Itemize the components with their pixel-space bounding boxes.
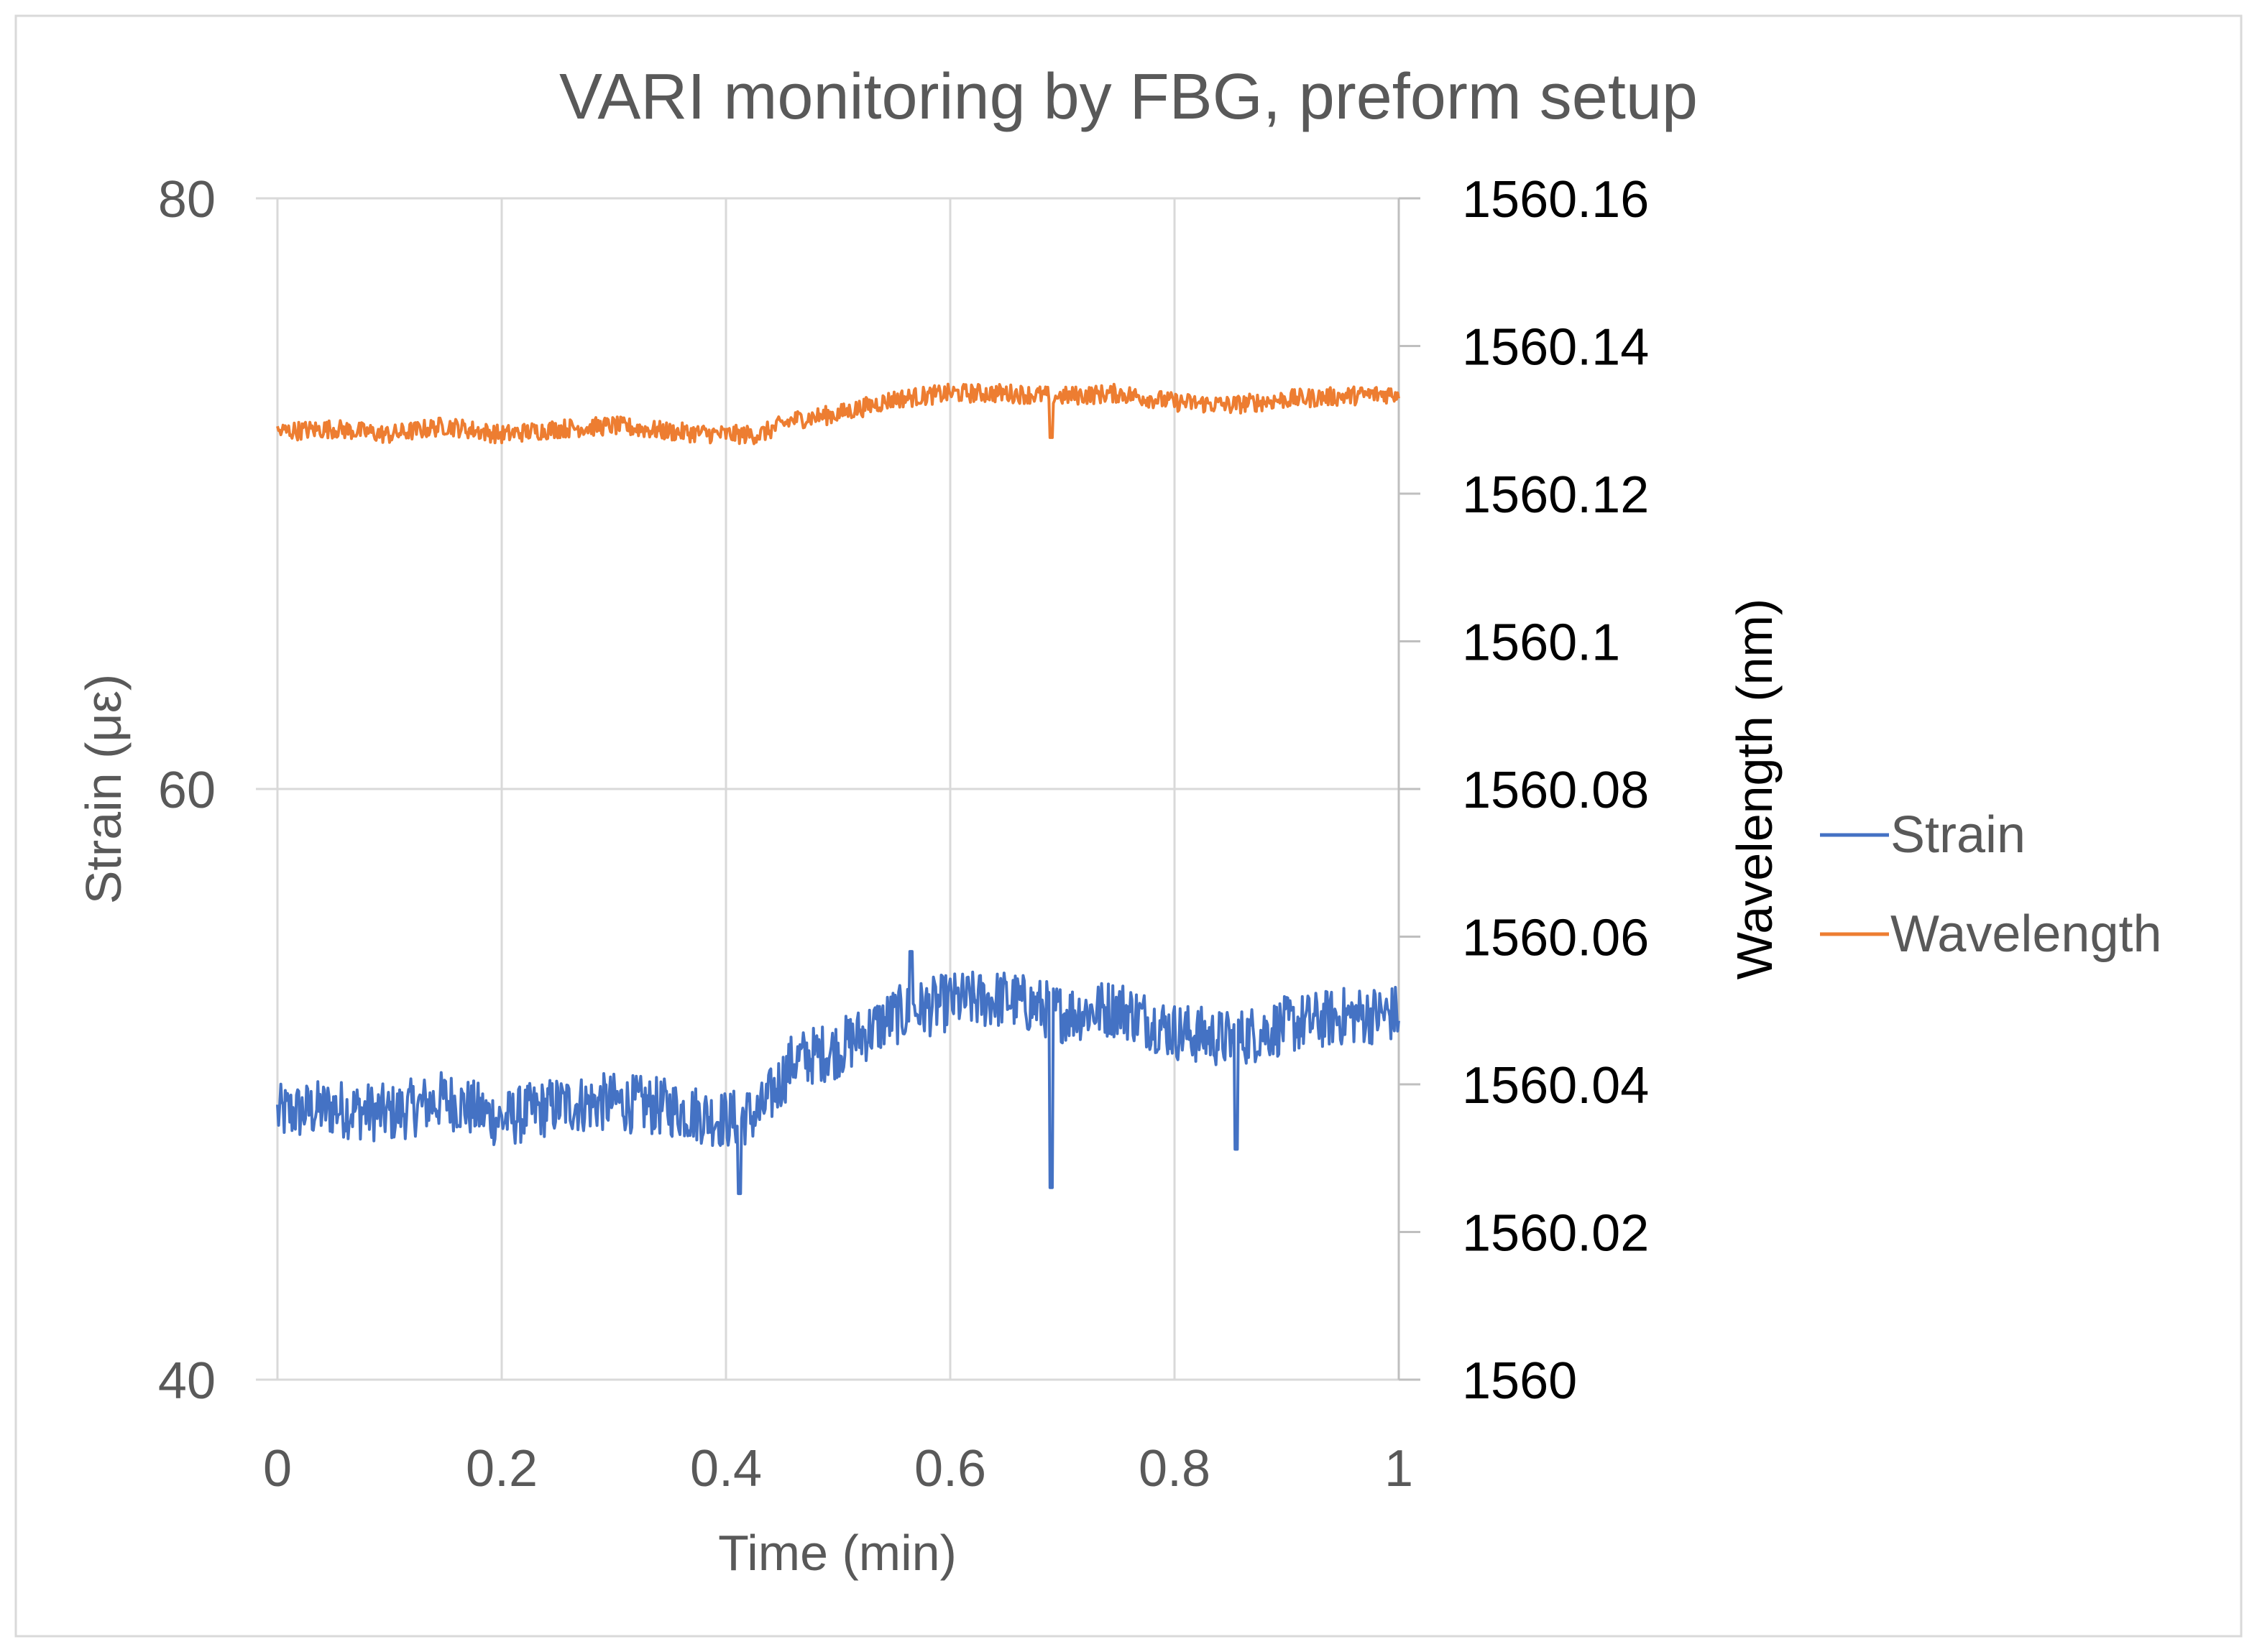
series-layer: [276, 382, 1400, 1196]
y-tick-label: 60: [158, 762, 216, 819]
x-tick-label: 1: [1384, 1440, 1413, 1498]
chart-title: VARI monitoring by FBG, preform setup: [559, 61, 1698, 133]
y2-tick-label: 1560.16: [1462, 171, 1649, 229]
legend: Strain Wavelength: [1820, 806, 2162, 963]
y2-tick-label: 1560.14: [1462, 319, 1649, 377]
y-tick-label: 80: [158, 171, 216, 229]
y2-tick-label: 1560.1: [1462, 614, 1620, 672]
y2-tick-label: 1560.02: [1462, 1205, 1649, 1263]
series-line-strain: [276, 950, 1400, 1196]
y2-tick-label: 1560.04: [1462, 1057, 1649, 1115]
y-axis-title: Strain (με): [75, 674, 132, 904]
y2-tick-label: 1560: [1462, 1352, 1577, 1410]
x-tick-label: 0.8: [1139, 1440, 1210, 1498]
x-tick-label: 0.4: [690, 1440, 762, 1498]
x-tick-label: 0: [263, 1440, 292, 1498]
y2-tick-label: 1560.06: [1462, 910, 1649, 967]
y-tick-label: 40: [158, 1352, 216, 1410]
y2-tick-label: 1560.12: [1462, 466, 1649, 524]
x-axis-title: Time (min): [718, 1525, 957, 1581]
x-tick-label: 0.6: [914, 1440, 986, 1498]
legend-label-strain: Strain: [1890, 806, 2026, 864]
y2-tick-label: 1560.08: [1462, 762, 1649, 819]
tick-labels: 0 0.2 0.4 0.6 0.8 1 40 60 80 1560 1560.02 1560.04 15…: [158, 171, 1649, 1498]
x-tick-label: 0.2: [466, 1440, 538, 1498]
series-line-wavelength: [276, 382, 1400, 446]
chart-border: [14, 14, 2243, 1638]
y2-axis-title: Wavelength (nm): [1727, 599, 1783, 979]
legend-label-wavelength: Wavelength: [1890, 905, 2162, 963]
